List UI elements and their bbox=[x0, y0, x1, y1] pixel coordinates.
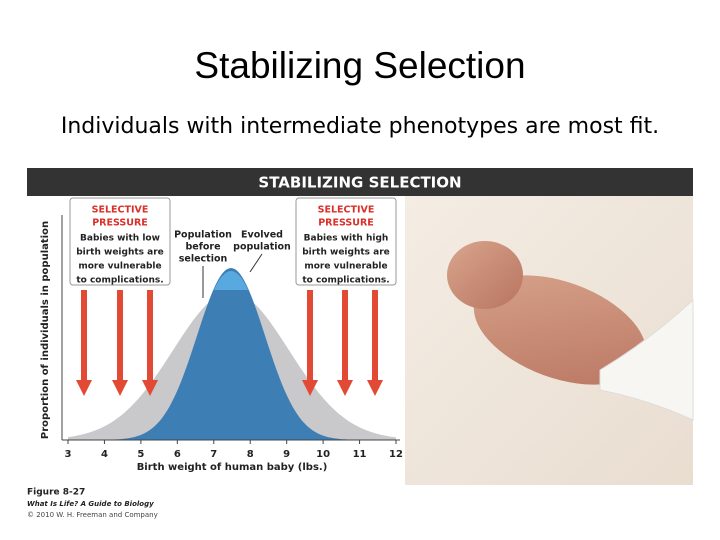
x-tick-label: 11 bbox=[353, 449, 367, 460]
box-text: more vulnerable bbox=[304, 262, 387, 272]
arrow-head bbox=[112, 380, 128, 396]
box-text: more vulnerable bbox=[78, 262, 161, 272]
x-tick-label: 3 bbox=[65, 449, 72, 460]
annotation-leader bbox=[249, 253, 263, 273]
caption-figure: Figure 8-27 bbox=[27, 488, 85, 498]
box-text: to complications. bbox=[76, 276, 163, 286]
pressure-box bbox=[295, 197, 397, 286]
annotation: selection bbox=[179, 254, 228, 265]
annotation: before bbox=[185, 242, 220, 253]
annotation: Population bbox=[174, 230, 232, 241]
arrow-head bbox=[76, 380, 92, 396]
arrow-shaft bbox=[81, 290, 87, 382]
x-tick-label: 8 bbox=[247, 449, 254, 460]
x-tick-label: 4 bbox=[101, 449, 108, 460]
x-tick-label: 10 bbox=[316, 449, 330, 460]
figure-chart: 3 4 5 6 7 8 9 10 11 12 Birth weight of human baby … bbox=[40, 197, 403, 473]
box-text: birth weights are bbox=[302, 248, 390, 258]
x-axis-label: Birth weight of human baby (lbs.) bbox=[137, 462, 328, 473]
box-heading: SELECTIVE bbox=[318, 205, 375, 216]
slide-subtitle: Individuals with intermediate phenotypes… bbox=[61, 114, 659, 139]
arrow-shaft bbox=[342, 290, 348, 382]
box-heading: PRESSURE bbox=[318, 218, 374, 229]
arrow-shaft bbox=[147, 290, 153, 382]
box-heading: PRESSURE bbox=[92, 218, 148, 229]
arrow-head bbox=[337, 380, 353, 396]
box-text: Babies with low bbox=[80, 234, 160, 244]
annotation: population bbox=[233, 242, 291, 253]
box-text: birth weights are bbox=[76, 248, 164, 258]
x-tick-label: 6 bbox=[174, 449, 181, 460]
arrow-shaft bbox=[117, 290, 123, 382]
baby-photo bbox=[447, 241, 694, 421]
figure-title: STABILIZING SELECTION bbox=[258, 174, 461, 192]
figure-header bbox=[27, 168, 693, 196]
caption-book: What Is Life? A Guide to Biology bbox=[27, 500, 154, 508]
y-axis-label: Proportion of individuals in population bbox=[40, 221, 51, 439]
slide-title: Stabilizing Selection bbox=[194, 45, 525, 86]
x-tick-label: 12 bbox=[389, 449, 403, 460]
x-tick-label: 5 bbox=[137, 449, 144, 460]
caption-copyright: © 2010 W. H. Freeman and Company bbox=[27, 511, 158, 519]
box-text: to complications. bbox=[302, 276, 389, 286]
arrow-head bbox=[142, 380, 158, 396]
arrow-shaft bbox=[372, 290, 378, 382]
arrow-head bbox=[302, 380, 318, 396]
arrow-head bbox=[367, 380, 383, 396]
annotation: Evolved bbox=[241, 230, 283, 241]
x-tick-label: 7 bbox=[210, 449, 217, 460]
arrow-shaft bbox=[307, 290, 313, 382]
box-heading: SELECTIVE bbox=[92, 205, 149, 216]
x-tick-label: 9 bbox=[283, 449, 290, 460]
pressure-box bbox=[69, 197, 171, 286]
curve-evolved bbox=[68, 268, 396, 440]
box-text: Babies with high bbox=[304, 234, 389, 244]
curve-evolved-top bbox=[214, 271, 248, 290]
